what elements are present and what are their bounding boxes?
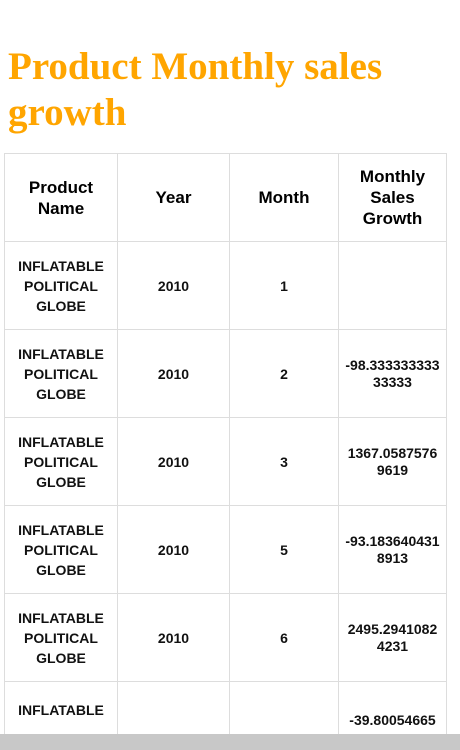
product-name-cell: INFLATABLE POLITICAL GLOBE [4, 505, 118, 594]
growth-cell: 2495.29410824231 [338, 593, 447, 682]
year-cell: 2010 [117, 241, 230, 330]
month-cell: 5 [229, 505, 339, 594]
growth-cell: -93.1836404318913 [338, 505, 447, 594]
product-name-cell: INFLATABLE POLITICAL GLOBE [4, 417, 118, 506]
product-name-cell: INFLATABLE POLITICAL GLOBE [4, 593, 118, 682]
sales-growth-table: Product Name Year Month Monthly Sales Gr… [4, 153, 447, 750]
month-cell: 2 [229, 329, 339, 418]
table-row: INFLATABLE POLITICAL GLOBE 2010 1 [4, 241, 447, 330]
month-cell: 1 [229, 241, 339, 330]
month-cell: 6 [229, 593, 339, 682]
table-header-row: Product Name Year Month Monthly Sales Gr… [4, 153, 447, 242]
header-year: Year [117, 153, 230, 242]
product-name-cell: INFLATABLE POLITICAL GLOBE [4, 241, 118, 330]
page-title: Product Monthly sales growth [8, 45, 383, 134]
horizontal-scrollbar[interactable] [0, 734, 460, 750]
table-row: INFLATABLE POLITICAL GLOBE 2010 5 -93.18… [4, 505, 447, 594]
growth-cell [338, 241, 447, 330]
year-cell: 2010 [117, 417, 230, 506]
month-cell: 3 [229, 417, 339, 506]
table-row: INFLATABLE POLITICAL GLOBE 2010 3 1367.0… [4, 417, 447, 506]
header-product-name: Product Name [4, 153, 118, 242]
growth-cell: 1367.05875769619 [338, 417, 447, 506]
year-cell: 2010 [117, 505, 230, 594]
table-row: INFLATABLE POLITICAL GLOBE 2010 2 -98.33… [4, 329, 447, 418]
year-cell: 2010 [117, 593, 230, 682]
product-name-cell: INFLATABLE POLITICAL GLOBE [4, 329, 118, 418]
header-monthly-sales-growth: Monthly Sales Growth [338, 153, 447, 242]
header-month: Month [229, 153, 339, 242]
growth-cell: -98.33333333333333 [338, 329, 447, 418]
table-row: INFLATABLE POLITICAL GLOBE 2010 6 2495.2… [4, 593, 447, 682]
year-cell: 2010 [117, 329, 230, 418]
